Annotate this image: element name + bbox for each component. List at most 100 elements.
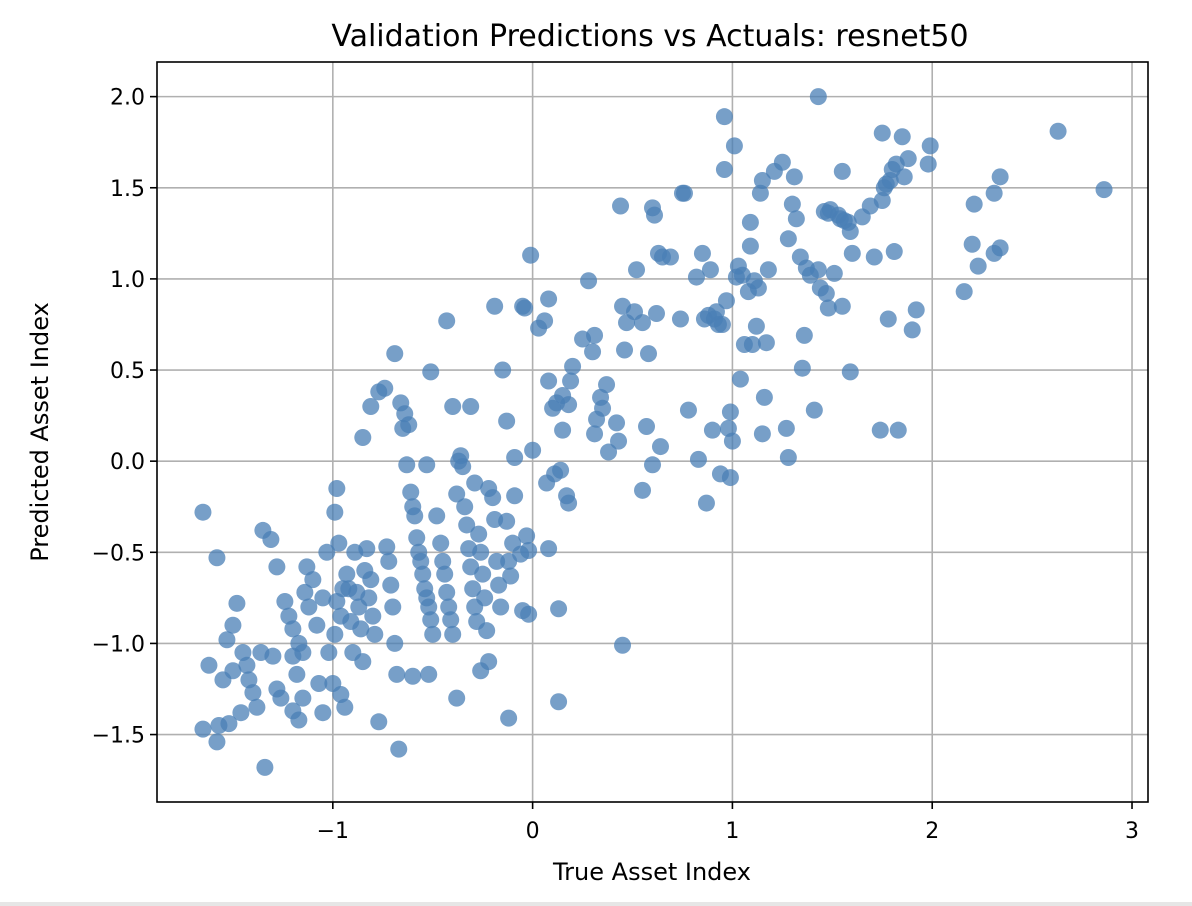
data-point [296,583,314,601]
data-point [244,684,262,702]
data-point [773,153,791,171]
data-point [320,644,338,662]
data-point [787,210,805,228]
data-point [448,485,466,503]
data-point [456,498,474,516]
x-tick-label: 1 [725,819,739,844]
data-point [550,600,568,618]
data-point [488,552,506,570]
data-point [833,162,851,180]
data-point [314,704,332,722]
data-point [506,449,524,467]
data-point [418,456,436,474]
data-point [661,248,679,266]
data-point [520,541,538,559]
data-point [645,206,663,224]
data-point [228,594,246,612]
data-point [715,161,733,179]
data-point [703,421,721,439]
data-point [272,689,290,707]
data-point [841,363,859,381]
data-point [486,297,504,315]
data-point [600,443,618,461]
data-point [991,239,1009,257]
data-point [224,662,242,680]
data-point [634,481,652,499]
data-point [466,474,484,492]
data-point [873,124,891,142]
data-point [284,620,302,638]
data-point [472,662,490,680]
data-point [634,314,652,332]
data-point [232,704,250,722]
chart-title: Validation Predictions vs Actuals: resne… [331,19,968,54]
data-point [276,593,294,611]
data-point [743,336,761,354]
data-points [194,88,1113,776]
data-point [328,480,346,498]
data-point [420,598,438,616]
data-point [402,483,420,501]
data-point [713,315,731,333]
data-point [903,321,921,339]
data-point [809,261,827,279]
data-point [308,616,326,634]
data-point [238,656,256,674]
data-point [651,438,669,456]
data-point [865,248,883,266]
y-tick-label: 0.0 [110,450,145,475]
data-point [224,616,242,634]
data-point [707,303,725,321]
data-point [628,261,646,279]
data-point [234,644,252,662]
data-point [793,359,811,377]
data-point [586,326,604,344]
data-point [753,425,771,443]
data-point [442,611,460,629]
data-point [879,310,897,328]
data-point [432,534,450,552]
data-point [741,237,759,255]
y-axis-label: Predicted Asset Index [26,302,54,562]
data-point [438,312,456,330]
data-point [194,720,212,738]
data-point [819,299,837,317]
y-tick-label: 2.0 [110,86,145,111]
data-point [689,450,707,468]
data-point [921,137,939,155]
data-point [424,625,442,643]
data-point [753,171,771,189]
data-point [502,567,520,585]
data-point [290,711,308,729]
data-point [825,264,843,282]
data-point [731,370,749,388]
data-point [598,376,616,394]
data-point [358,540,376,558]
data-point [671,310,689,328]
data-point [364,607,382,625]
data-point [518,527,536,545]
data-point [380,552,398,570]
data-point [895,168,913,186]
data-point [612,197,630,215]
data-point [404,667,422,685]
data-point [560,494,578,512]
data-point [540,540,558,558]
data-point [444,625,462,643]
data-point [370,713,388,731]
data-point [757,334,775,352]
data-point [490,576,508,594]
data-point [885,243,903,261]
y-tick-label: 1.5 [110,177,145,202]
data-point [200,656,218,674]
data-point [721,403,739,421]
data-point [741,213,759,231]
data-point [594,399,612,417]
data-point [444,397,462,415]
data-point [400,416,418,434]
data-point [679,401,697,419]
x-tick-label: 3 [1125,819,1139,844]
data-point [725,137,743,155]
data-point [715,108,733,126]
